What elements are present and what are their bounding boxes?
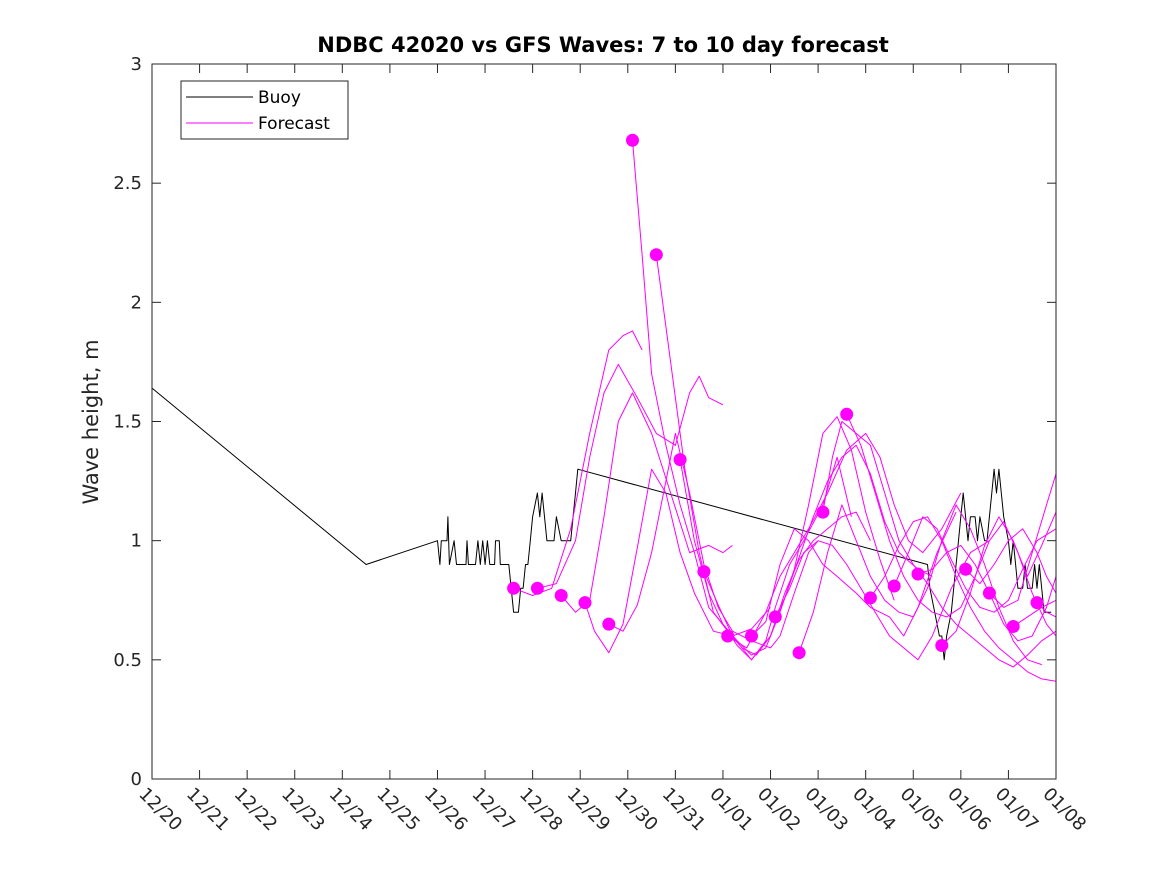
forecast-line-15: [846, 414, 1056, 637]
forecast-line-6: [632, 140, 852, 661]
forecast-start-marker-2: [530, 581, 544, 595]
x-tick-label: 01/07: [991, 784, 1043, 836]
y-tick-label: 0.5: [113, 650, 142, 671]
forecast-line-11: [751, 511, 957, 637]
y-tick-label: 2: [131, 292, 142, 313]
y-axis: 0 0.5 1 1.5 2 2.5 3: [113, 54, 1056, 790]
x-tick-label: 12/23: [277, 784, 329, 836]
forecast-start-marker-11: [745, 629, 758, 643]
forecast-start-marker-15: [840, 407, 854, 421]
y-tick-label: 1.5: [113, 412, 142, 433]
forecast-start-marker-19: [935, 639, 949, 652]
forecast-line-8: [679, 416, 895, 656]
forecast-start-marker-7: [649, 248, 663, 262]
x-tick-label: 12/20: [134, 784, 186, 836]
chart-title: NDBC 42020 vs GFS Waves: 7 to 10 day for…: [317, 33, 888, 57]
y-tick-label: 3: [131, 54, 142, 75]
legend-buoy-label: Buoy: [258, 88, 301, 108]
forecast-start-marker-21: [982, 586, 996, 600]
forecast-start-marker-4: [578, 596, 592, 610]
forecast-line-13: [798, 504, 1042, 666]
forecast-line-22: [1012, 599, 1056, 627]
legend: Buoy Forecast: [180, 80, 349, 140]
forecast-start-marker-6: [626, 133, 639, 147]
x-tick-label: 01/08: [1038, 784, 1090, 836]
forecast-start-marker-9: [697, 565, 711, 579]
forecast-start-marker-10: [721, 629, 735, 643]
forecast-start-marker-18: [911, 567, 925, 581]
forecast-start-marker-13: [792, 646, 806, 660]
x-axis: 12/2012/2112/2212/2312/2412/2512/2612/27…: [134, 64, 1090, 835]
forecast-start-marker-12: [768, 610, 782, 624]
forecast-line-20: [965, 528, 1056, 594]
forecast-line-2: [537, 363, 724, 589]
forecast-start-marker-8: [673, 453, 687, 467]
x-tick-label: 01/03: [801, 784, 853, 836]
forecast-start-marker-17: [887, 579, 901, 593]
x-tick-label: 01/02: [753, 784, 805, 836]
x-tick-label: 12/22: [230, 784, 282, 836]
forecast-start-marker-20: [959, 562, 973, 576]
forecast-line-7: [655, 254, 871, 656]
x-tick-label: 12/24: [325, 784, 377, 836]
forecast-line-10: [727, 432, 962, 649]
forecast-line-19: [941, 511, 1056, 646]
forecast-line-16: [869, 516, 1056, 682]
forecast-start-marker-5: [602, 617, 616, 631]
y-tick-label: 1: [131, 531, 142, 552]
legend-forecast-label: Forecast: [258, 114, 330, 134]
y-tick-label: 0: [131, 769, 142, 790]
x-tick-label: 12/21: [182, 784, 234, 836]
legend-box: [180, 80, 349, 140]
forecast-line-21: [989, 473, 1056, 608]
plot-series: [152, 140, 1056, 682]
forecast-line-17: [893, 516, 1056, 613]
x-tick-label: 01/05: [896, 784, 948, 836]
x-tick-label: 12/29: [563, 784, 615, 836]
x-tick-label: 12/28: [515, 784, 567, 836]
x-tick-label: 12/27: [468, 784, 520, 836]
forecast-start-marker-22: [1006, 620, 1020, 633]
x-tick-label: 12/26: [420, 784, 472, 836]
x-tick-label: 12/25: [372, 784, 424, 836]
x-tick-label: 01/06: [943, 784, 995, 836]
forecast-line-5: [608, 432, 819, 649]
x-tick-label: 01/01: [705, 784, 757, 836]
x-tick-label: 12/31: [658, 784, 710, 836]
y-axis-label: Wave height, m: [79, 339, 103, 504]
forecast-start-marker-3: [554, 589, 568, 602]
forecast-line-9: [703, 444, 933, 661]
plot-frame: [151, 63, 1057, 780]
forecast-line-14: [822, 421, 1056, 668]
x-tick-label: 01/04: [848, 784, 900, 836]
buoy-line: [152, 387, 1052, 661]
forecast-start-marker-23: [1030, 596, 1044, 610]
forecast-start-marker-1: [507, 581, 521, 595]
x-tick-label: 12/30: [610, 784, 662, 836]
plot-markers: [507, 133, 1044, 660]
forecast-line-1: [513, 330, 643, 596]
forecast-line-12: [774, 540, 990, 661]
y-tick-label: 2.5: [113, 173, 142, 194]
forecast-start-marker-14: [816, 505, 830, 519]
forecast-start-marker-16: [863, 591, 877, 605]
